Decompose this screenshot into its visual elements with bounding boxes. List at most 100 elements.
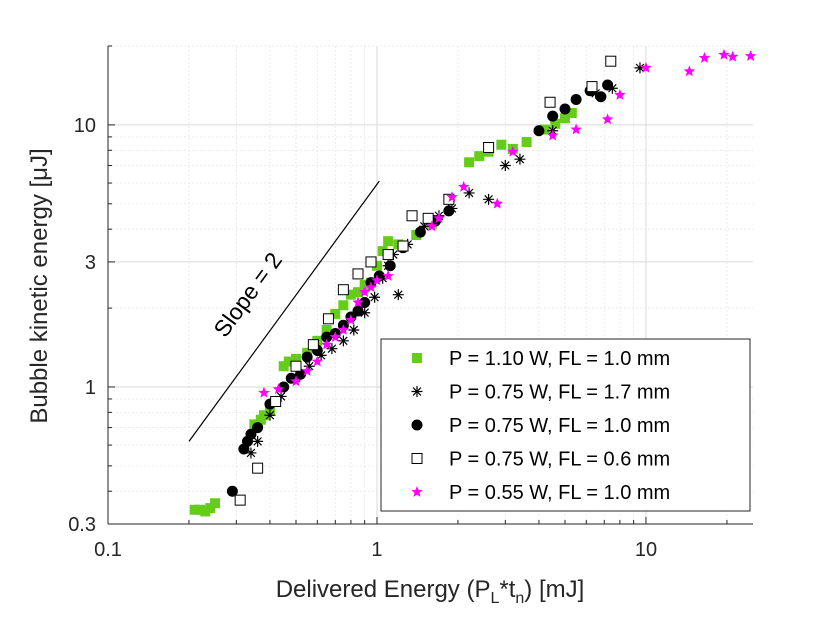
data-point (245, 428, 257, 440)
data-point (566, 108, 577, 119)
x-tick-label: 10 (635, 539, 657, 561)
data-point (352, 268, 364, 280)
data-point (301, 351, 313, 363)
data-point (321, 324, 332, 335)
data-point (245, 447, 257, 459)
data-point (252, 422, 264, 434)
data-point (570, 93, 582, 105)
x-axis-label-sub-l: L (490, 590, 499, 607)
data-point (383, 236, 394, 247)
data-point (483, 193, 495, 205)
data-point (446, 191, 458, 203)
y-tick-label: 1 (85, 377, 96, 399)
data-point (270, 396, 282, 408)
data-point (358, 286, 371, 298)
data-point (303, 360, 315, 372)
data-point (264, 409, 276, 421)
legend-entry: P = 0.55 W, FL = 1.0 mm (411, 482, 670, 504)
data-point (496, 139, 507, 150)
data-point (550, 118, 561, 129)
data-point (338, 300, 349, 311)
legend-label: P = 0.75 W, FL = 1.7 mm (449, 382, 670, 404)
data-point (352, 305, 364, 317)
data-point (278, 361, 289, 372)
data-point (252, 435, 264, 447)
data-point (547, 110, 559, 122)
legend-entry: P = 0.75 W, FL = 1.7 mm (411, 382, 670, 404)
data-point (322, 313, 334, 325)
data-point (315, 349, 327, 361)
legend-box (380, 338, 751, 512)
legend-entry: P = 1.10 W, FL = 1.0 mm (412, 348, 670, 370)
data-point (463, 187, 475, 199)
data-point (195, 504, 206, 515)
y-axis-label: Bubble kinetic energy [μJ] (26, 148, 53, 423)
data-point (683, 65, 696, 77)
data-point (369, 291, 381, 303)
data-point (290, 375, 302, 387)
data-point (499, 159, 511, 171)
data-point (559, 113, 570, 124)
data-point (726, 50, 739, 62)
legend-label: P = 0.75 W, FL = 0.6 mm (449, 449, 670, 471)
data-point (590, 87, 602, 99)
data-point (570, 123, 582, 135)
data-point (345, 314, 357, 325)
data-point (210, 498, 221, 509)
data-point (546, 129, 559, 141)
data-point (397, 240, 409, 252)
data-point (602, 79, 614, 91)
legend-label: P = 1.10 W, FL = 1.0 mm (449, 348, 670, 370)
data-point (311, 355, 324, 367)
legend-marker (412, 353, 422, 363)
legend-marker (411, 453, 423, 464)
data-point (507, 145, 519, 157)
x-tick-label: 0.1 (94, 539, 122, 561)
data-point (457, 180, 470, 192)
y-tick-label: 0.3 (68, 514, 96, 536)
data-point (698, 51, 711, 63)
data-point (326, 343, 338, 355)
data-point (382, 270, 394, 281)
data-point (330, 308, 341, 319)
series-3 (234, 55, 617, 506)
x-axis-label: Delivered Energy (PL*tn) [mJ] (276, 576, 585, 607)
data-point (352, 287, 363, 298)
data-point (329, 331, 342, 342)
data-point (384, 260, 396, 272)
data-point (365, 256, 377, 268)
x-tick-label: 1 (371, 539, 382, 561)
legend-label: P = 0.55 W, FL = 1.0 mm (449, 482, 670, 504)
data-point (352, 296, 364, 308)
data-point (426, 220, 438, 232)
data-point (521, 137, 532, 148)
series-4 (258, 48, 757, 398)
data-point (392, 289, 404, 301)
data-point (234, 494, 246, 506)
data-point (474, 151, 485, 162)
data-point (464, 157, 475, 168)
data-point (291, 353, 302, 364)
data-point (348, 324, 360, 336)
data-point (320, 338, 333, 350)
data-point (544, 96, 556, 108)
data-point (433, 212, 445, 224)
data-point (422, 212, 434, 224)
legend-marker (411, 419, 423, 431)
x-axis-label-sub-n: n (515, 590, 524, 607)
legend-label: P = 0.75 W, FL = 1.0 mm (449, 415, 670, 437)
data-point (345, 289, 356, 300)
data-point (595, 91, 607, 103)
data-point (605, 55, 617, 67)
data-point (718, 48, 730, 60)
data-point (307, 339, 319, 351)
data-point (418, 220, 430, 232)
x-tick-labels: 0.1 1 10 (94, 539, 657, 561)
data-point (586, 81, 598, 93)
axes-frame (107, 45, 753, 525)
slope-line (188, 180, 380, 442)
data-point (337, 284, 349, 296)
data-point (634, 62, 646, 74)
data-point (359, 307, 371, 319)
